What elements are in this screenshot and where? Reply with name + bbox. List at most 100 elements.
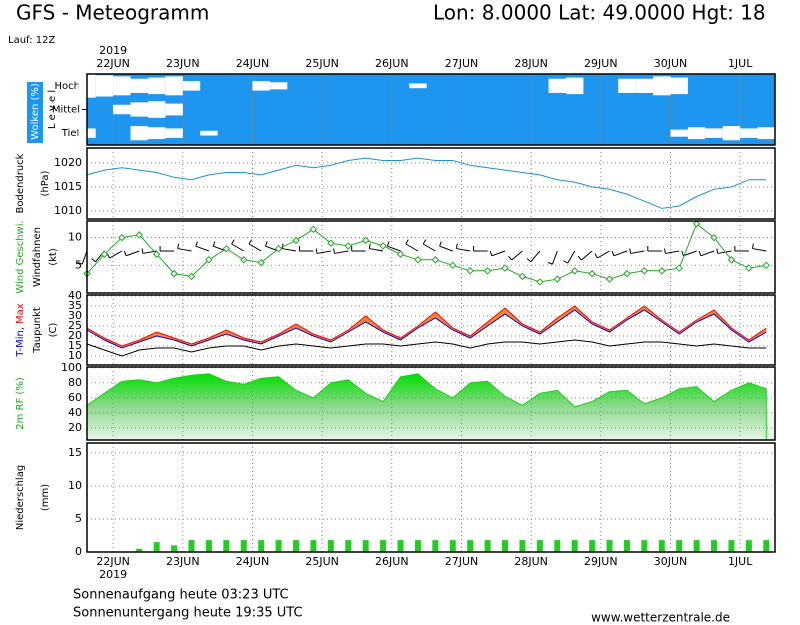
barb-staff bbox=[665, 250, 680, 254]
wind-barb bbox=[594, 250, 610, 259]
wind-point bbox=[118, 233, 126, 242]
barb-staff bbox=[456, 248, 471, 252]
wind-barb bbox=[195, 241, 210, 252]
level-label: Hoch bbox=[55, 81, 80, 92]
panel-frame bbox=[86, 147, 776, 220]
barb-staff bbox=[530, 250, 541, 263]
wind-barb bbox=[315, 248, 331, 254]
wind-barb bbox=[422, 239, 436, 252]
barb-staff bbox=[334, 250, 349, 254]
wind-point bbox=[187, 272, 196, 281]
cloud-cover bbox=[757, 127, 775, 140]
wind-point bbox=[240, 256, 248, 264]
wind-point bbox=[431, 256, 440, 264]
wind-barb bbox=[563, 250, 576, 264]
x-tick-label-top: 24JUN bbox=[236, 57, 270, 70]
legend-entry: T-Min, bbox=[15, 327, 26, 358]
run: Lauf: 12Z bbox=[8, 35, 55, 46]
barb-feather bbox=[141, 248, 144, 254]
barb-feather bbox=[422, 239, 427, 245]
wind-barb bbox=[547, 250, 558, 265]
wind-point bbox=[553, 275, 561, 283]
precip-bar bbox=[484, 540, 491, 552]
cloud-cover bbox=[165, 128, 183, 138]
x-tick-label-bottom: 30JUN bbox=[654, 555, 688, 568]
wind-point bbox=[588, 269, 596, 278]
wind-point bbox=[396, 250, 405, 258]
cloud-cover bbox=[670, 77, 688, 95]
panel-bg bbox=[87, 443, 775, 552]
source: www.wetterzentrale.de bbox=[591, 611, 730, 625]
barb-staff bbox=[369, 248, 384, 252]
barb-feather bbox=[386, 241, 390, 247]
barb-feather bbox=[752, 243, 754, 249]
barb-feather bbox=[91, 258, 96, 263]
barb-feather bbox=[629, 248, 632, 254]
barb-feather bbox=[123, 250, 127, 256]
y-tick-label: 40 bbox=[68, 289, 82, 302]
y-label: Niederschlag bbox=[15, 465, 26, 530]
wind-point bbox=[692, 220, 701, 228]
precip-bar bbox=[641, 540, 648, 552]
y-unit: (mm) bbox=[40, 484, 51, 511]
panel-bg bbox=[87, 221, 775, 293]
cloud-cover bbox=[200, 130, 218, 136]
year-bottom: 2019 bbox=[99, 568, 127, 581]
precip-bar bbox=[676, 540, 683, 552]
barb-staff bbox=[195, 245, 210, 252]
barb-feather bbox=[489, 250, 493, 256]
y-label: Bodendruck bbox=[15, 153, 26, 213]
barb-feather bbox=[594, 253, 598, 259]
wind-barb bbox=[298, 246, 314, 252]
legend-entry: Taupunkt bbox=[32, 307, 43, 354]
barb-feather bbox=[264, 241, 268, 247]
cloud-cover bbox=[269, 82, 288, 90]
wind-point bbox=[570, 267, 579, 275]
barb-staff bbox=[231, 243, 245, 252]
barb-staff bbox=[717, 250, 732, 254]
precip-bar bbox=[728, 540, 735, 552]
precip-bar bbox=[258, 540, 265, 552]
cloud-cover bbox=[113, 76, 131, 96]
cloud-cover bbox=[165, 103, 183, 116]
wind-barb bbox=[248, 239, 262, 252]
wind-barb bbox=[439, 241, 453, 252]
wind-barb bbox=[333, 248, 349, 254]
temp-line bbox=[86, 305, 767, 347]
barb-feather bbox=[368, 243, 371, 249]
panel-frame bbox=[86, 73, 776, 146]
wind-point bbox=[292, 236, 300, 245]
barb-feather bbox=[231, 239, 235, 245]
barb-staff bbox=[700, 250, 715, 257]
wind-point bbox=[640, 267, 649, 275]
precip-bar bbox=[554, 540, 561, 552]
wind-point bbox=[501, 264, 509, 272]
precip-bar bbox=[589, 540, 596, 552]
y-unit: (kt) bbox=[48, 248, 59, 266]
wind-point bbox=[727, 256, 736, 264]
y-tick-label: 0 bbox=[75, 545, 82, 558]
x-tick-label-bottom: 28JUN bbox=[514, 555, 548, 568]
precip-bar bbox=[519, 540, 526, 552]
y-tick-label: 20 bbox=[68, 421, 82, 434]
temp-line bbox=[86, 339, 767, 357]
wind-barb bbox=[611, 250, 628, 257]
x-tick-label-top: 25JUN bbox=[305, 57, 339, 70]
cloud-cover bbox=[182, 81, 201, 91]
barb-feather bbox=[611, 250, 615, 256]
precip-bar bbox=[397, 540, 404, 552]
wind-point bbox=[257, 258, 265, 267]
barb-staff bbox=[439, 245, 453, 252]
cloud-cover bbox=[165, 76, 183, 96]
wind-point bbox=[344, 242, 352, 250]
precip-bar bbox=[293, 540, 300, 552]
precip-bar bbox=[171, 545, 178, 552]
y-tick-label: 5 bbox=[75, 258, 82, 271]
barb-feather bbox=[439, 241, 442, 247]
barb-staff bbox=[567, 250, 576, 264]
wind-barb bbox=[159, 246, 175, 252]
precip-bar bbox=[362, 540, 369, 552]
cloud-cover bbox=[147, 77, 166, 95]
wind-barb bbox=[386, 241, 401, 252]
